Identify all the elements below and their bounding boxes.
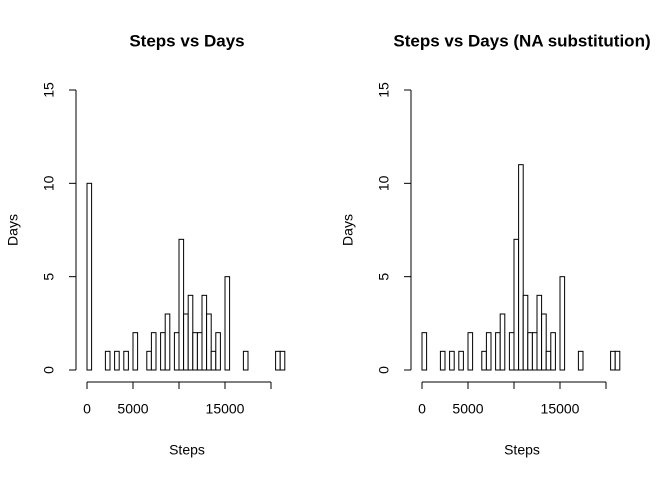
bar [279, 350, 286, 371]
bar [545, 350, 552, 371]
bar [467, 332, 474, 371]
bar [614, 350, 621, 371]
y-tick-label: 5 [376, 273, 392, 281]
bar [242, 350, 249, 371]
bar [449, 350, 455, 371]
x-tick-label: 15000 [541, 401, 580, 417]
bar [522, 294, 529, 371]
y-axis-label: Days [340, 214, 356, 246]
bar [210, 350, 217, 371]
x-tick-label: 0 [83, 401, 91, 417]
bar [508, 332, 515, 371]
x-axis-label: Steps [504, 442, 540, 458]
bar [513, 238, 520, 371]
bar [187, 294, 194, 371]
bar [196, 332, 203, 371]
bar [275, 350, 281, 371]
bar [192, 332, 198, 371]
bar [550, 332, 556, 371]
bar [86, 182, 93, 371]
y-tick-label: 10 [41, 175, 57, 191]
bar [421, 332, 428, 371]
bar [215, 332, 221, 371]
bar [146, 350, 152, 371]
bar [495, 332, 501, 371]
chart-title: Steps vs Days (NA substitution) [393, 31, 650, 50]
bar [458, 350, 464, 371]
y-tick-label: 15 [41, 82, 57, 98]
bar [123, 350, 129, 371]
y-axis-label: Days [5, 214, 21, 246]
x-tick-label: 15000 [206, 401, 245, 417]
x-tick-label: 5000 [452, 401, 483, 417]
bar [439, 350, 446, 371]
bar [164, 313, 171, 371]
bar [485, 332, 492, 371]
bar [160, 332, 166, 371]
y-tick-label: 10 [376, 175, 392, 191]
bar [114, 350, 120, 371]
y-tick-label: 5 [41, 273, 57, 281]
bar [610, 350, 616, 371]
x-tick-label: 0 [418, 401, 426, 417]
bar [173, 332, 180, 371]
y-tick-label: 0 [41, 366, 57, 374]
x-axis-label: Steps [169, 442, 205, 458]
chart-title: Steps vs Days [129, 31, 244, 50]
bar [104, 350, 111, 371]
y-tick-label: 0 [376, 366, 392, 374]
bar [518, 164, 524, 371]
bar [206, 313, 212, 371]
y-tick-label: 15 [376, 82, 392, 98]
bar [559, 276, 566, 371]
x-tick-label: 5000 [117, 401, 148, 417]
bar [481, 350, 487, 371]
bar [183, 313, 189, 371]
bar [132, 332, 139, 371]
bar [224, 276, 231, 371]
bar [541, 313, 547, 371]
bar [527, 332, 533, 371]
bar [499, 313, 506, 371]
bar [536, 294, 543, 371]
bar [201, 294, 208, 371]
bar [531, 332, 538, 371]
bar [577, 350, 584, 371]
bar [150, 332, 157, 371]
bar [178, 238, 185, 371]
